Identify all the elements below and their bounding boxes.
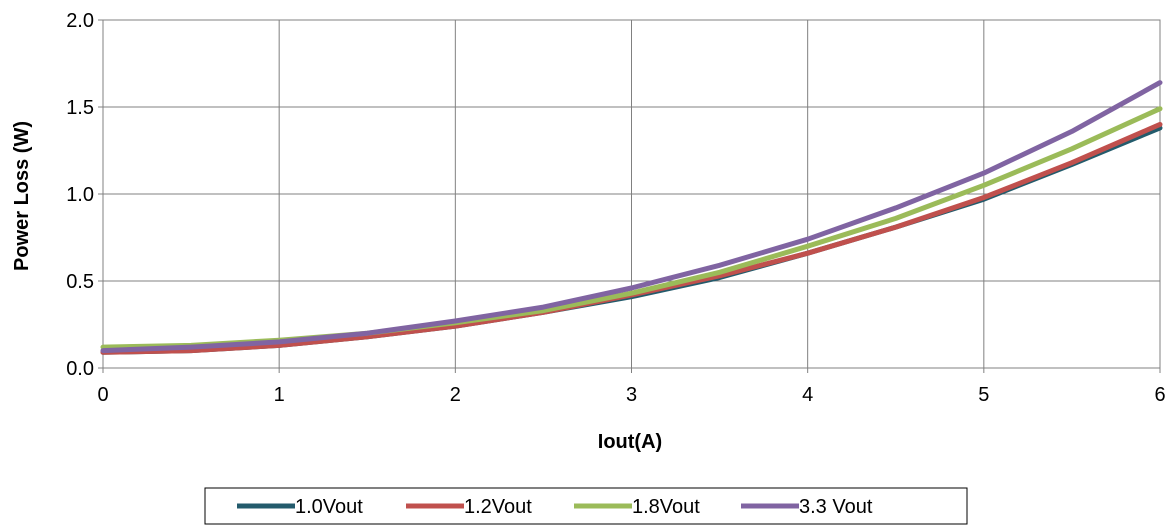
y-axis-ticks: 0.0 0.5 1.0 1.5 2.0 [66, 10, 103, 380]
legend: 1.0Vout 1.2Vout 1.8Vout 3.3 Vout [204, 487, 968, 525]
series-layer [100, 80, 1163, 355]
y-tick-label: 1.5 [66, 97, 94, 119]
x-tick-label: 0 [97, 384, 108, 406]
legend-label-0: 1.0Vout [295, 496, 363, 518]
x-tick-label: 6 [1154, 384, 1165, 406]
y-tick-label: 2.0 [66, 10, 94, 32]
x-tick-label: 3 [626, 384, 637, 406]
x-tick-label: 1 [274, 384, 285, 406]
legend-label-1: 1.2Vout [464, 496, 532, 518]
x-axis-label: Iout(A) [598, 431, 662, 453]
x-axis-ticks: 0 1 2 3 4 5 6 [97, 368, 1166, 406]
legend-label-2: 1.8Vout [632, 496, 700, 518]
y-tick-label: 0.5 [66, 271, 94, 293]
y-tick-label: 0.0 [66, 358, 94, 380]
series-line-3 [100, 80, 1163, 354]
legend-label-3: 3.3 Vout [799, 496, 873, 518]
y-tick-label: 1.0 [66, 184, 94, 206]
x-tick-label: 2 [450, 384, 461, 406]
y-axis-label: Power Loss (W) [11, 121, 33, 271]
x-tick-label: 4 [802, 384, 813, 406]
x-tick-label: 5 [978, 384, 989, 406]
